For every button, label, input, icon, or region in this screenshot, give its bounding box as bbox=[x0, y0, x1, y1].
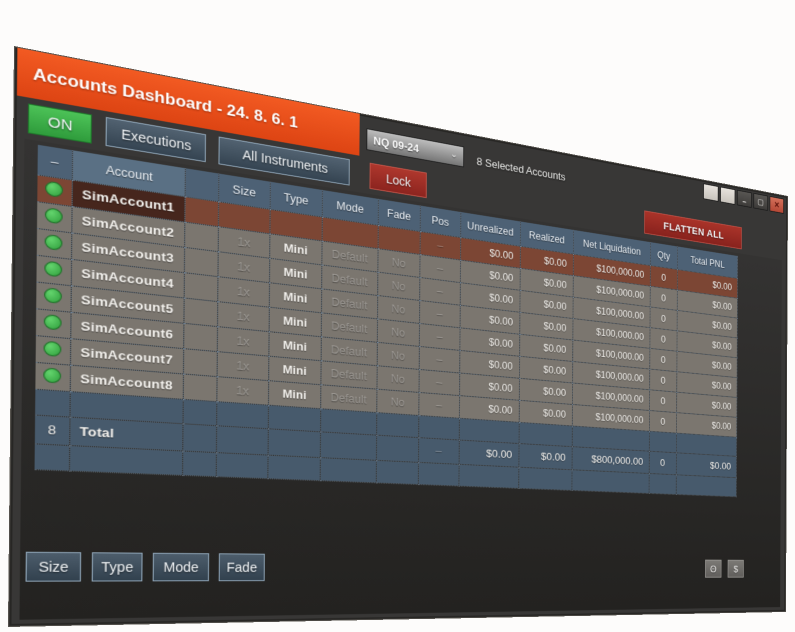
spacer-cell bbox=[183, 246, 218, 277]
spacer-cell bbox=[182, 348, 217, 377]
footer-cell bbox=[215, 452, 268, 479]
dollar-display-button[interactable]: $ bbox=[727, 559, 744, 578]
total-total-pnl-cell: $0.00 bbox=[675, 452, 737, 478]
footer-cell bbox=[648, 430, 677, 453]
instrument-selector-value: NQ 09-24 bbox=[373, 134, 419, 155]
pos-cell[interactable]: – bbox=[418, 368, 460, 396]
connection-status-cell bbox=[36, 281, 71, 312]
connection-status-cell bbox=[36, 254, 71, 286]
qty-cell[interactable]: 0 bbox=[649, 327, 677, 351]
accounts-dashboard-window: Accounts Dashboard - 24. 8. 6. 1 NQ 09-2… bbox=[7, 46, 788, 627]
fade-cell[interactable]: No bbox=[376, 388, 419, 415]
footer-cell bbox=[319, 457, 376, 483]
spacer-cell bbox=[183, 322, 218, 352]
chevron-down-icon: ⌄ bbox=[450, 149, 458, 161]
spacer-cell bbox=[183, 297, 218, 327]
qty-cell[interactable]: 0 bbox=[649, 368, 677, 392]
footer-cell bbox=[68, 445, 183, 475]
green-status-icon bbox=[44, 313, 62, 330]
type-cell[interactable]: Mini bbox=[268, 380, 321, 409]
green-status-icon bbox=[44, 233, 63, 251]
footer-cell bbox=[418, 414, 460, 440]
total-size-cell bbox=[215, 425, 268, 455]
footer-cell bbox=[35, 388, 70, 417]
size-column-button[interactable]: Size bbox=[25, 551, 82, 582]
footer-cell bbox=[675, 474, 737, 497]
total-sp-cell bbox=[182, 423, 217, 453]
fade-cell[interactable]: No bbox=[376, 365, 419, 392]
selected-accounts-label: 8 Selected Accounts bbox=[476, 154, 566, 184]
close-button[interactable]: ✕ bbox=[769, 196, 784, 214]
close-icon: ✕ bbox=[774, 200, 780, 211]
link-button-2[interactable] bbox=[720, 186, 736, 205]
link-button-1[interactable] bbox=[703, 183, 719, 202]
footer-cell bbox=[518, 466, 572, 491]
connection-status-cell bbox=[35, 361, 70, 392]
connection-status-cell bbox=[36, 227, 72, 259]
connection-status-cell bbox=[35, 308, 71, 339]
green-status-icon bbox=[43, 366, 62, 384]
footer-cell bbox=[458, 463, 519, 489]
footer-cell bbox=[571, 469, 649, 494]
qty-cell[interactable]: 0 bbox=[649, 410, 677, 433]
green-status-icon bbox=[44, 260, 63, 277]
theta-display-button[interactable]: Θ bbox=[705, 559, 722, 578]
type-column-button[interactable]: Type bbox=[91, 552, 143, 582]
footer-cell bbox=[648, 473, 676, 495]
qty-cell[interactable]: 0 bbox=[649, 389, 677, 413]
connection-status-cell bbox=[35, 335, 71, 365]
green-status-icon bbox=[43, 340, 62, 357]
minimize-button[interactable]: – bbox=[736, 189, 752, 208]
footer-cell bbox=[267, 404, 321, 432]
size-cell[interactable]: 1x bbox=[216, 376, 269, 405]
footer-cell bbox=[375, 459, 419, 485]
instrument-selector-dropdown[interactable]: NQ 09-24 ⌄ bbox=[366, 128, 465, 168]
footer-cell bbox=[216, 401, 269, 429]
lock-button[interactable]: Lock bbox=[369, 162, 427, 199]
green-status-icon bbox=[45, 206, 63, 224]
total-realized-cell: $0.00 bbox=[518, 443, 572, 470]
qty-cell[interactable]: 0 bbox=[649, 347, 677, 372]
total-mode-cell bbox=[319, 431, 377, 460]
total-type-cell bbox=[267, 428, 321, 458]
spacer-cell bbox=[182, 373, 217, 402]
total-pos-cell: – bbox=[418, 437, 459, 464]
spacer-cell bbox=[183, 272, 218, 302]
mode-column-button[interactable]: Mode bbox=[152, 552, 210, 582]
on-toggle-button[interactable]: ON bbox=[27, 103, 92, 144]
bottom-bar: Size Type Mode Fade Θ $ bbox=[25, 551, 781, 582]
green-status-icon bbox=[44, 286, 63, 304]
footer-cell bbox=[182, 398, 217, 426]
footer-cell bbox=[376, 412, 419, 438]
footer-cell bbox=[267, 454, 320, 481]
total-unrealized-cell: $0.00 bbox=[458, 439, 519, 467]
maximize-icon: ▢ bbox=[757, 197, 764, 208]
total-count-cell: 8 bbox=[34, 414, 70, 446]
fade-column-button[interactable]: Fade bbox=[218, 553, 265, 582]
total-fade-cell bbox=[375, 434, 419, 462]
footer-cell bbox=[320, 408, 377, 435]
footer-cell bbox=[34, 443, 70, 471]
minimize-icon: – bbox=[742, 197, 747, 207]
footer-cell bbox=[417, 461, 459, 486]
window-controls: – ▢ ✕ bbox=[703, 183, 784, 214]
green-status-icon bbox=[45, 180, 64, 198]
footer-cell bbox=[182, 450, 216, 477]
pos-cell[interactable]: – bbox=[418, 391, 460, 418]
total-qty-cell: 0 bbox=[648, 450, 677, 475]
maximize-button[interactable]: ▢ bbox=[753, 192, 768, 211]
